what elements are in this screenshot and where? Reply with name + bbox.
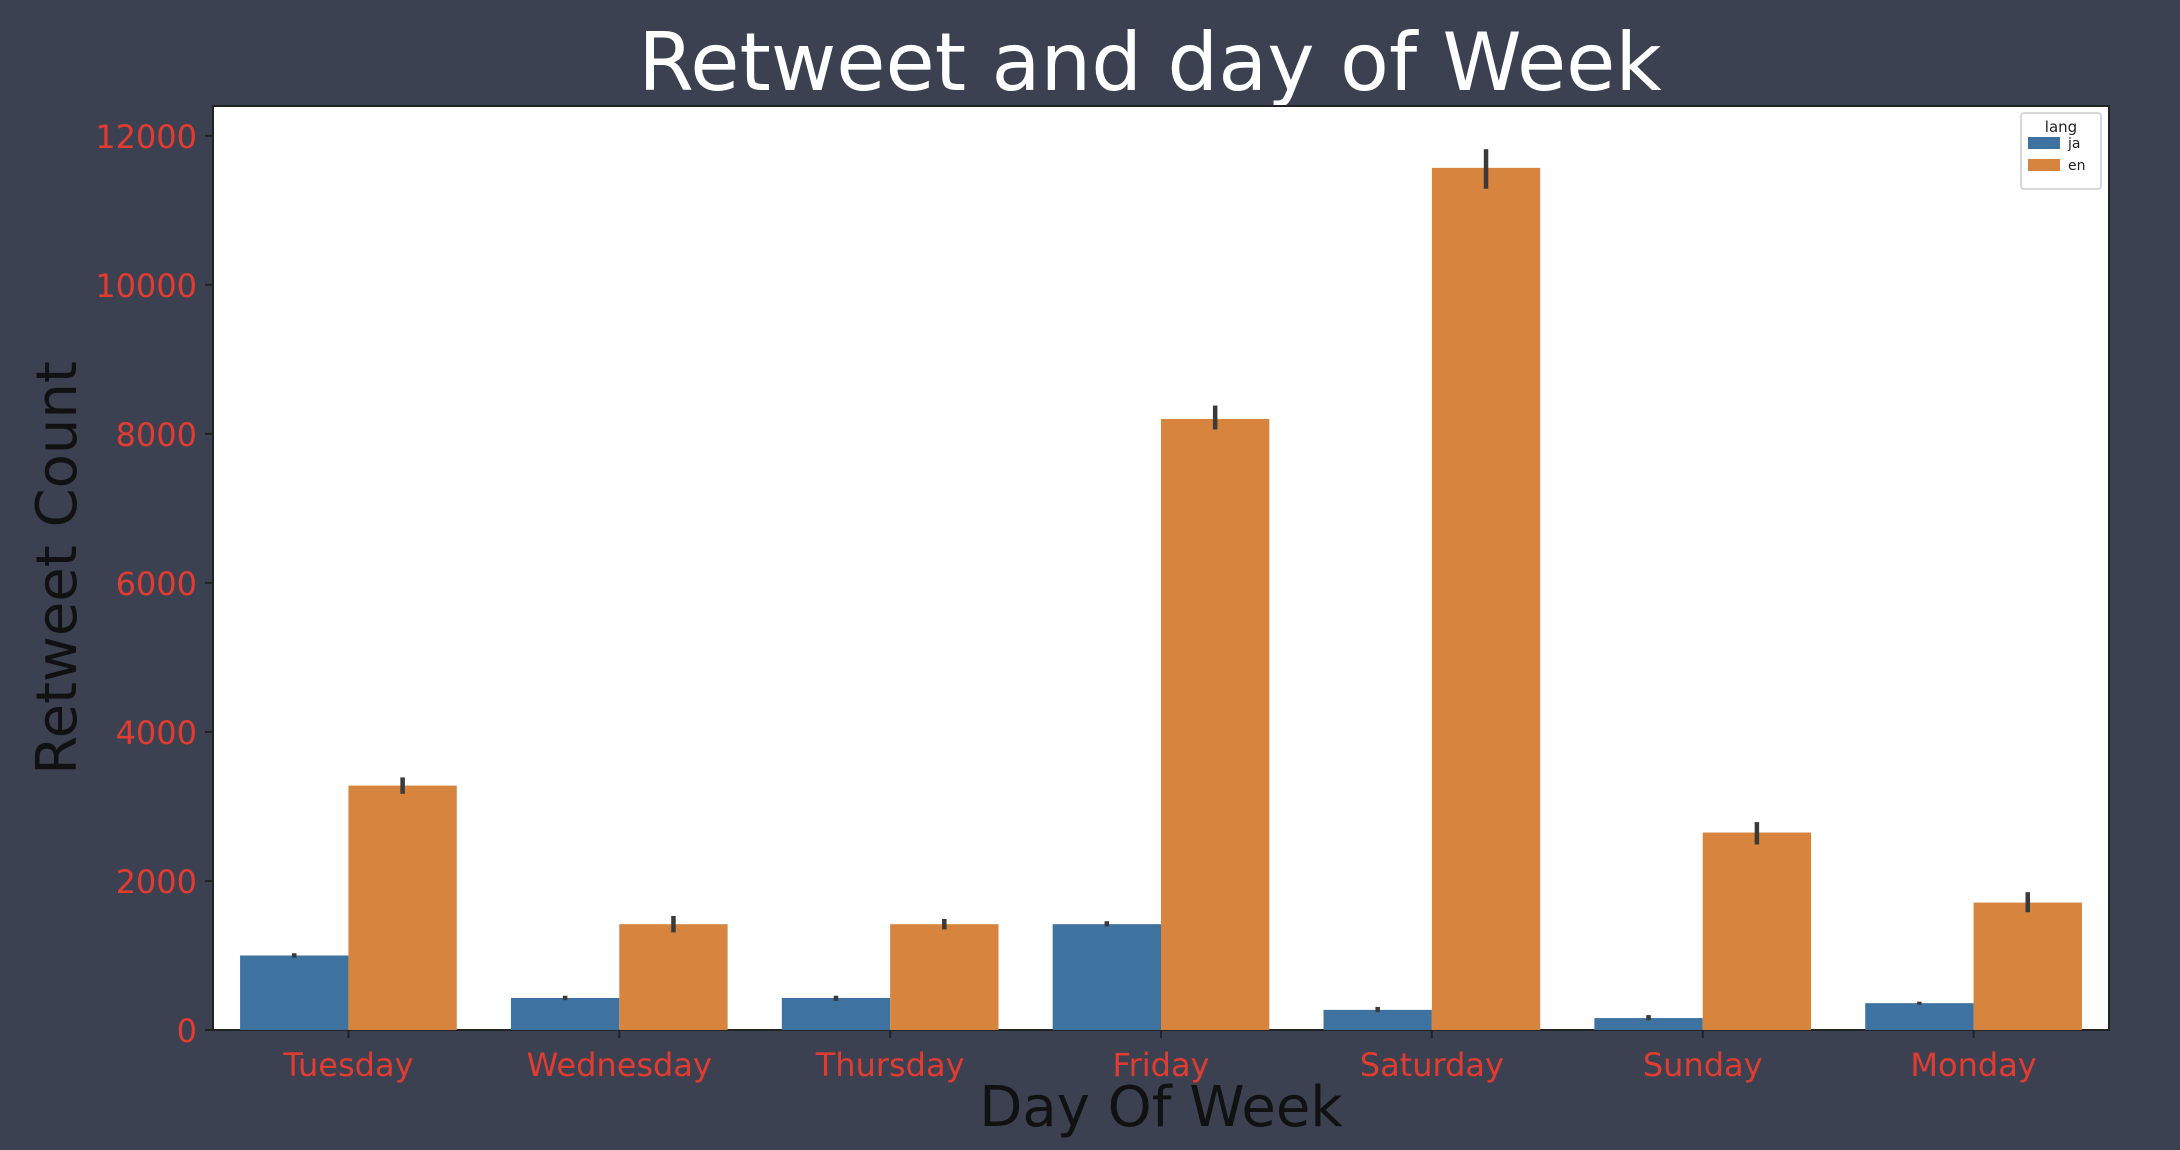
bar-ja-sunday: [1594, 1018, 1703, 1030]
x-tick-label: Saturday: [1360, 1046, 1504, 1084]
y-tick-label: 8000: [116, 416, 197, 454]
bar-en-tuesday: [348, 785, 457, 1030]
legend-swatch-en: [2028, 159, 2060, 171]
legend-label-en: en: [2068, 158, 2086, 174]
bar-ja-tuesday: [240, 955, 349, 1030]
y-tick-label: 4000: [116, 714, 197, 752]
y-axis: 0 2000 4000 6000 8000 10000 12000: [95, 118, 213, 1050]
bar-en-wednesday: [619, 924, 728, 1030]
legend-title: lang: [2045, 118, 2077, 136]
bar-en-saturday: [1431, 167, 1541, 1030]
x-axis: Tuesday Wednesday Thursday Friday Saturday Su…: [282, 1030, 2037, 1084]
y-tick-label: 0: [177, 1012, 197, 1050]
bars-layer: [240, 167, 2082, 1030]
bar-ja-monday: [1865, 1003, 1974, 1030]
legend: lang ja en: [2020, 112, 2102, 190]
bar-en-thursday: [890, 924, 999, 1030]
y-tick-label: 10000: [95, 267, 197, 305]
bar-en-sunday: [1702, 832, 1812, 1030]
bar-ja-friday: [1052, 924, 1161, 1030]
x-tick-label: Thursday: [815, 1046, 965, 1084]
bar-ja-saturday: [1323, 1009, 1432, 1030]
x-tick-label: Tuesday: [282, 1046, 413, 1084]
bar-en-monday: [1973, 902, 2082, 1030]
chart-title: Retweet and day of Week: [638, 16, 1662, 109]
x-tick-label: Sunday: [1643, 1046, 1763, 1084]
bar-ja-thursday: [781, 997, 891, 1030]
bar-ja-wednesday: [510, 997, 620, 1030]
x-tick-label: Wednesday: [527, 1046, 712, 1084]
y-tick-label: 2000: [116, 863, 197, 901]
x-axis-label: Day Of Week: [979, 1075, 1343, 1140]
x-tick-label: Monday: [1910, 1046, 2036, 1084]
x-tick-label: Friday: [1113, 1046, 1210, 1084]
y-axis-label: Retweet Count: [25, 361, 90, 775]
y-tick-label: 12000: [95, 118, 197, 156]
legend-label-ja: ja: [2067, 136, 2080, 152]
bar-en-friday: [1161, 418, 1270, 1030]
error-bars-layer: [292, 149, 2030, 1021]
legend-swatch-ja: [2028, 137, 2060, 149]
y-tick-label: 6000: [116, 565, 197, 603]
